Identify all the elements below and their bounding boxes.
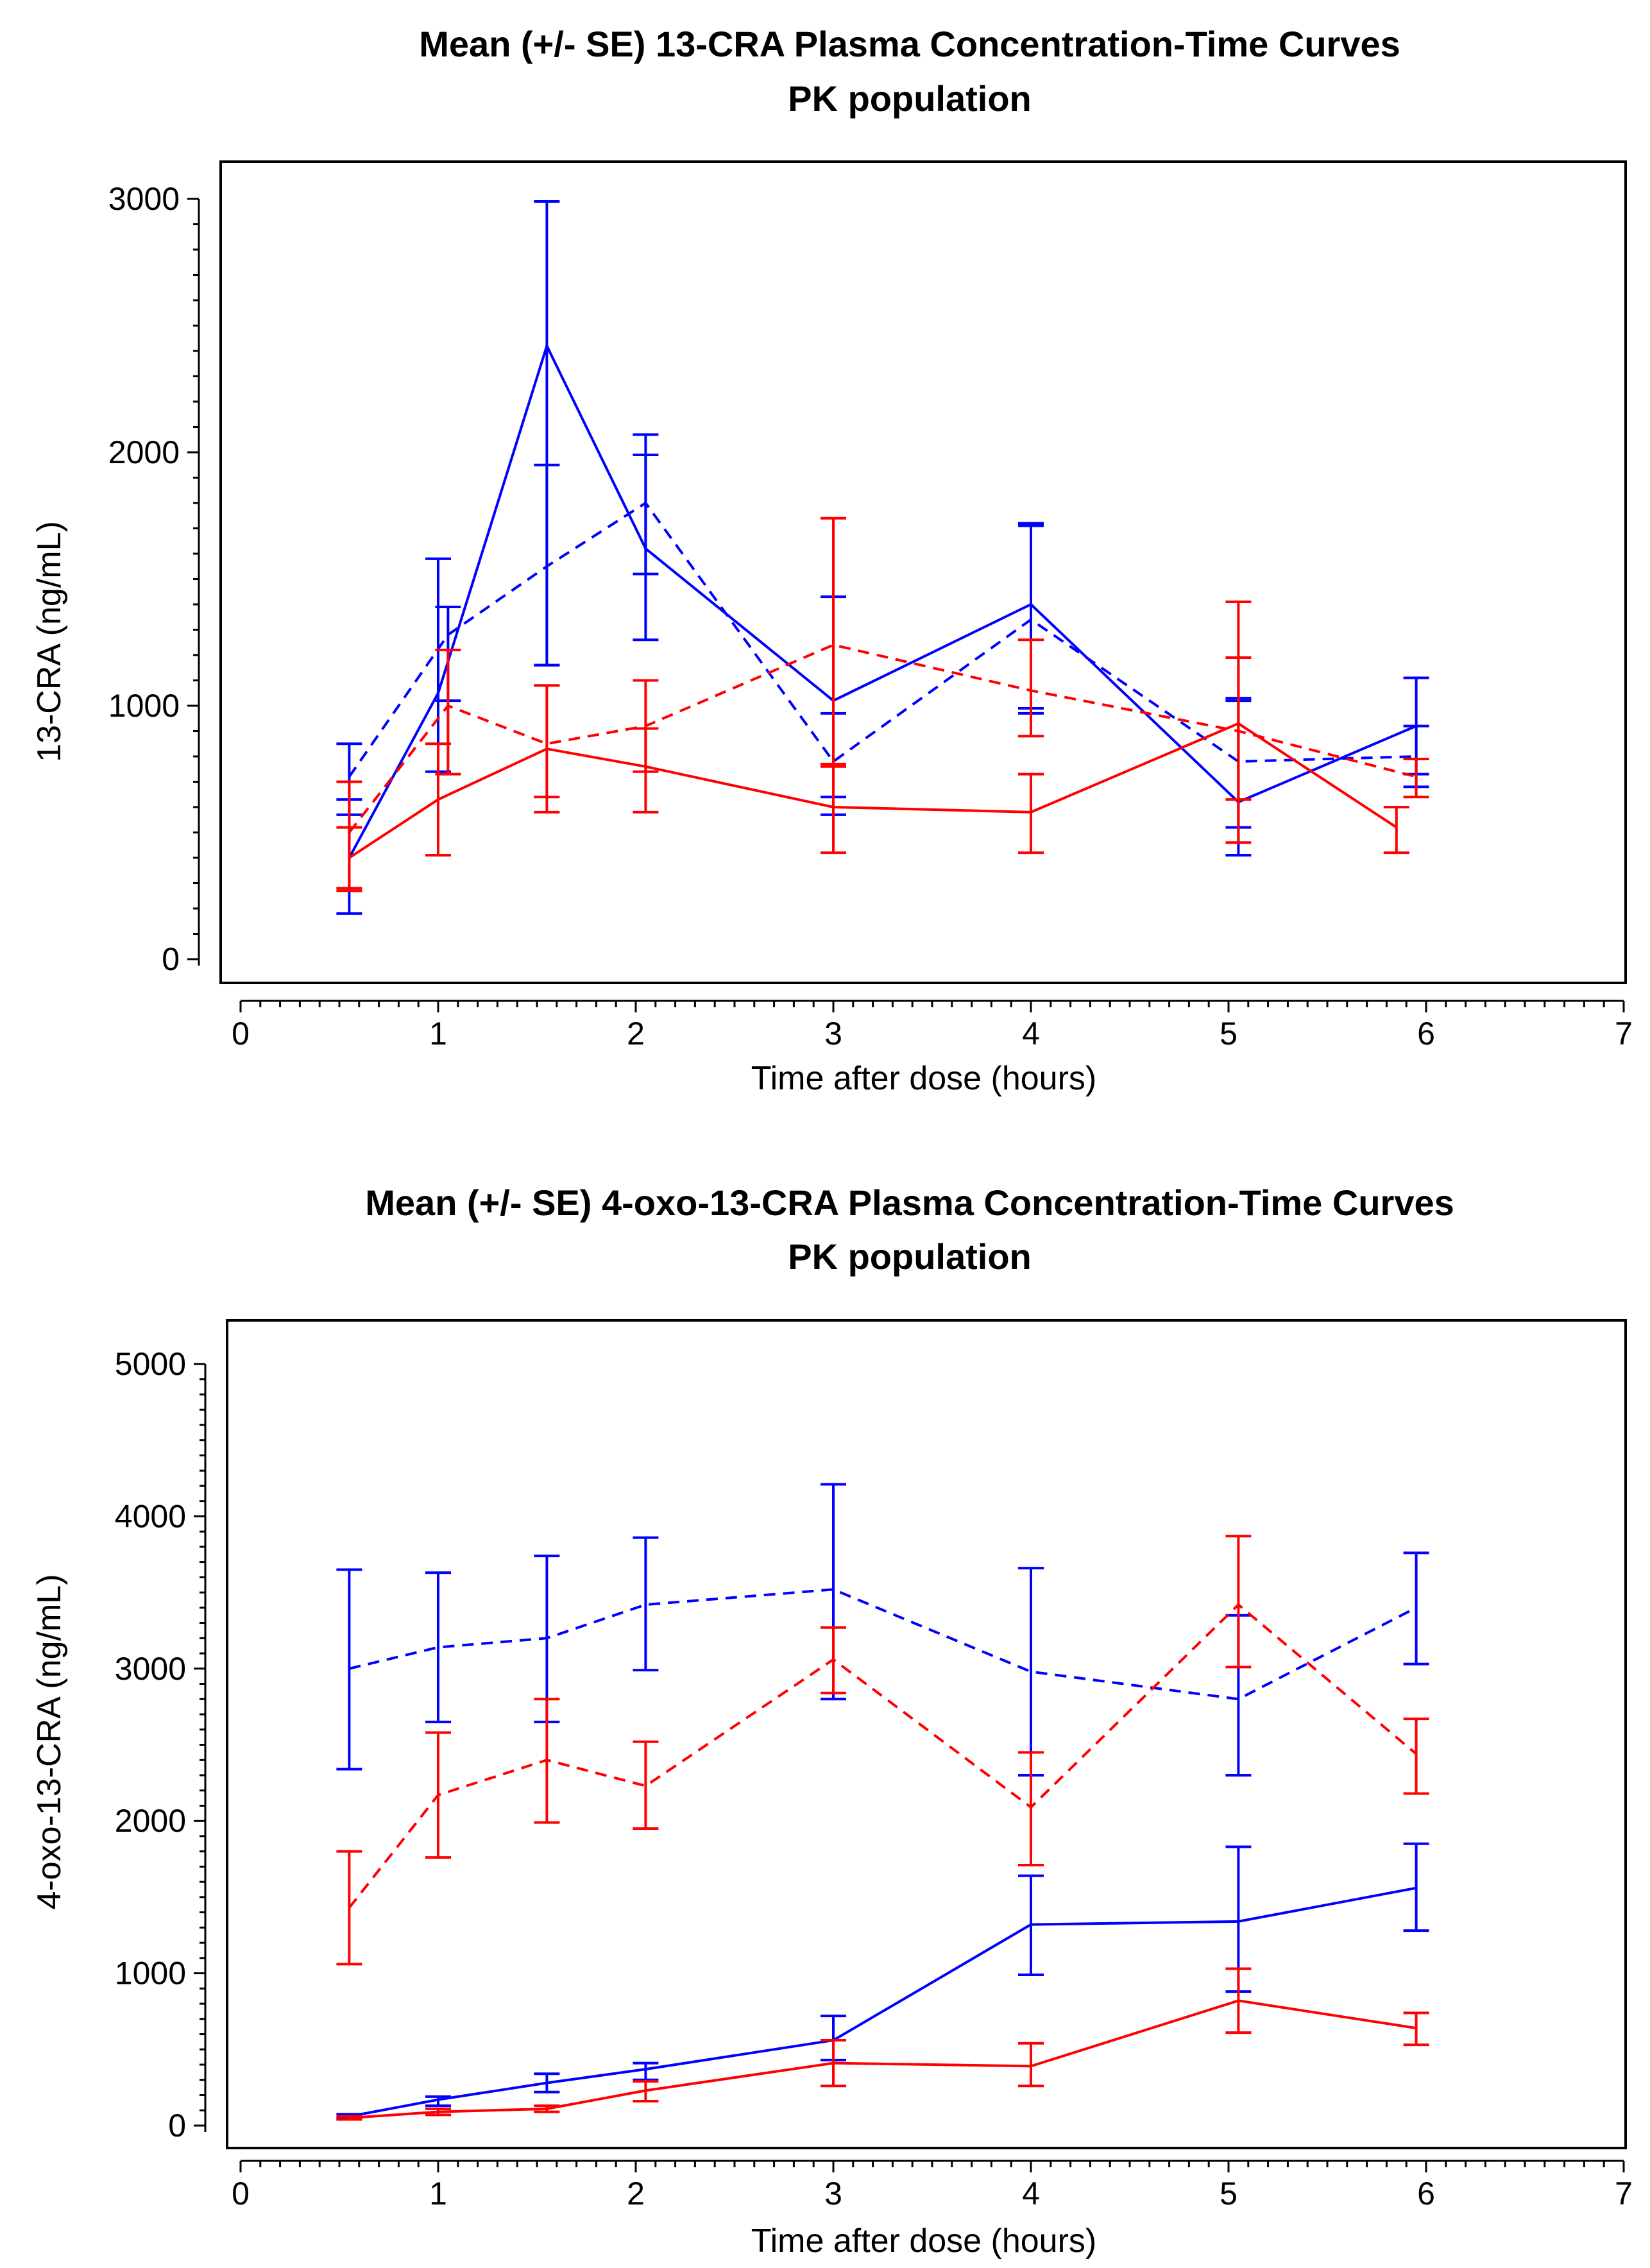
chart-2-error-bar [425, 2107, 451, 2117]
chart-2-title: Mean (+/- SE) 4-oxo-13-CRA Plasma Concen… [365, 1182, 1454, 1223]
chart-2-y-tick-label: 4000 [115, 1498, 186, 1534]
chart-2-series-line [349, 1999, 1416, 2120]
chart-1-x-axis: 0 1 2 3 4 5 6 7 [232, 1000, 1633, 1052]
chart-1: Mean (+/- SE) 13-CRA Plasma Concentratio… [31, 24, 1633, 1097]
chart-2-error-bar [534, 1555, 560, 1723]
chart-1-series-line [348, 722, 1397, 859]
chart-2-plot-frame [226, 1319, 1627, 2149]
chart-2-x-label: Time after dose (hours) [751, 2222, 1096, 2260]
chart-1-series-line [348, 342, 1417, 858]
chart-1-error-bar [435, 649, 461, 776]
chart-2-x-tick-label: 1 [429, 2176, 447, 2212]
chart-1-x-tick-label: 3 [824, 1016, 842, 1052]
chart-2-x-tick-label: 0 [232, 2176, 250, 2212]
chart-2-error-bar [336, 1850, 362, 1966]
chart-2-subtitle: PK population [788, 1236, 1032, 1277]
chart-2-x-tick-label: 2 [627, 2176, 645, 2212]
chart-1-y-tick-label: 3000 [108, 181, 180, 217]
chart-2-error-bar [534, 2104, 560, 2113]
chart-2-series-line [349, 1886, 1416, 2118]
chart-2-error-bar [633, 1740, 659, 1830]
chart-2-error-bar [336, 1568, 362, 1771]
chart-2-x-tick-label: 7 [1615, 2176, 1633, 2212]
chart-2-error-bar [821, 2039, 846, 2088]
chart-1-x-tick-label: 5 [1220, 1016, 1238, 1052]
chart-1-error-bar [633, 433, 659, 576]
chart-2-error-bar [1403, 1551, 1429, 1666]
chart-2-y-tick-label: 3000 [115, 1651, 186, 1687]
chart-1-error-bar [534, 463, 560, 667]
chart-2-series-1 [336, 1483, 1429, 1777]
chart-1-series-line [348, 644, 1417, 833]
chart-1-series-3 [336, 601, 1409, 892]
chart-2-error-bar [1403, 1842, 1429, 1932]
chart-2-x-tick-label: 5 [1220, 2176, 1238, 2212]
chart-2-y-axis: 0 1000 2000 3000 4000 5000 [115, 1346, 207, 2144]
chart-1-subtitle: PK population [788, 78, 1032, 119]
chart-1-error-bar [821, 516, 846, 765]
chart-1-series-4 [336, 516, 1429, 890]
chart-1-y-tick-label: 0 [162, 941, 180, 977]
chart-2-error-bar [821, 1626, 846, 1694]
chart-1-x-tick-label: 2 [627, 1016, 645, 1052]
chart-2-series-3 [336, 1842, 1429, 2120]
chart-1-error-bar [425, 742, 451, 857]
chart-2-y-tick-label: 0 [168, 2108, 186, 2144]
chart-1-error-bar [1225, 656, 1252, 801]
chart-2-error-bar [1225, 1967, 1252, 2034]
chart-1-y-tick-label: 1000 [108, 688, 180, 724]
chart-2-x-tick-label: 6 [1417, 2176, 1435, 2212]
chart-2-error-bar [534, 2072, 560, 2093]
chart-2-series-4 [336, 1967, 1429, 2121]
chart-2-series [336, 1483, 1429, 2121]
chart-1-error-bar [1018, 638, 1044, 738]
chart-2-error-bar [633, 2061, 659, 2081]
chart-1-error-bar [633, 679, 659, 773]
chart-1-x-tick-label: 0 [232, 1016, 250, 1052]
chart-2-error-bar [1018, 1874, 1044, 1976]
chart-1-y-label: 13-CRA (ng/mL) [31, 521, 68, 762]
chart-1-x-tick-label: 7 [1615, 1016, 1633, 1052]
chart-2: Mean (+/- SE) 4-oxo-13-CRA Plasma Concen… [31, 1182, 1633, 2260]
chart-2-error-bar [1018, 1751, 1044, 1867]
chart-2-error-bar [633, 2080, 659, 2103]
chart-1-error-bar [1383, 806, 1409, 855]
chart-2-y-label: 4-oxo-13-CRA (ng/mL) [31, 1574, 68, 1909]
chart-2-error-bar [336, 2115, 362, 2121]
chart-2-series-line [348, 1588, 1417, 1701]
chart-2-error-bar [425, 1731, 451, 1859]
chart-1-x-tick-label: 4 [1022, 1016, 1040, 1052]
chart-2-y-tick-label: 2000 [115, 1803, 186, 1839]
chart-1-error-bar [336, 780, 362, 890]
chart-2-error-bar [1018, 2042, 1044, 2088]
chart-1-error-bar [1018, 772, 1044, 855]
chart-1-error-bar [1403, 757, 1429, 799]
chart-1-x-tick-label: 6 [1417, 1016, 1435, 1052]
chart-2-x-axis: 0 1 2 3 4 5 6 7 [232, 2160, 1633, 2212]
chart-1-title: Mean (+/- SE) 13-CRA Plasma Concentratio… [419, 24, 1400, 64]
chart-2-series-2 [336, 1535, 1429, 1966]
chart-1-y-axis: 0 1000 2000 3000 [108, 181, 200, 977]
chart-1-error-bar [534, 684, 560, 799]
chart-2-series-line [348, 1603, 1417, 1909]
chart-1-x-label: Time after dose (hours) [751, 1060, 1096, 1097]
chart-2-error-bar [425, 1571, 451, 1723]
chart-2-y-tick-label: 5000 [115, 1346, 186, 1382]
chart-2-error-bar [534, 1698, 560, 1824]
chart-2-x-tick-label: 4 [1022, 2176, 1040, 2212]
chart-1-series [336, 200, 1429, 915]
chart-1-x-tick-label: 1 [429, 1016, 447, 1052]
chart-2-error-bar [425, 2095, 451, 2108]
chart-1-series-1 [336, 200, 1429, 915]
chart-1-y-tick-label: 2000 [108, 434, 180, 470]
chart-2-error-bar [633, 1536, 659, 1672]
chart-2-error-bar [1225, 1535, 1252, 1669]
chart-1-plot-frame [219, 160, 1627, 984]
chart-1-error-bar [821, 765, 846, 855]
chart-2-error-bar [1403, 1718, 1429, 1795]
chart-2-error-bar [1403, 2011, 1429, 2047]
chart-2-y-tick-label: 1000 [115, 1956, 186, 1991]
chart-2-x-tick-label: 3 [824, 2176, 842, 2212]
